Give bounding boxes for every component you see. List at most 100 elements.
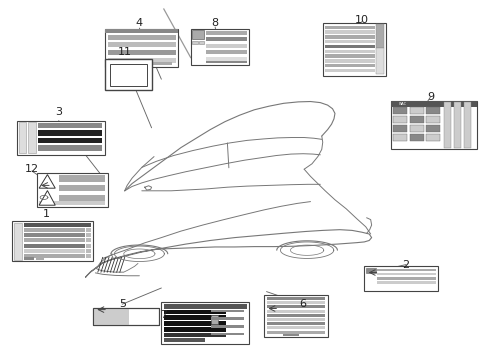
Bar xyxy=(198,41,204,44)
Bar xyxy=(210,333,244,336)
Text: 9: 9 xyxy=(426,92,433,102)
Text: 6: 6 xyxy=(299,299,306,309)
Bar xyxy=(325,69,374,72)
Bar xyxy=(325,54,374,58)
Bar xyxy=(390,101,476,149)
Bar xyxy=(86,238,91,242)
Bar xyxy=(210,317,244,320)
Bar xyxy=(375,24,384,48)
Bar xyxy=(24,249,85,253)
Bar xyxy=(325,40,374,43)
Bar xyxy=(108,58,175,63)
Bar xyxy=(266,322,325,325)
Bar xyxy=(142,62,172,65)
Bar xyxy=(93,308,159,325)
Bar xyxy=(28,122,36,153)
Bar xyxy=(376,273,435,275)
Bar xyxy=(59,195,104,201)
Bar xyxy=(392,107,407,114)
Bar xyxy=(392,116,407,123)
Bar xyxy=(59,175,104,182)
Bar xyxy=(266,327,325,329)
Polygon shape xyxy=(39,190,55,205)
Bar xyxy=(24,254,85,258)
Bar xyxy=(93,308,129,325)
Text: 12: 12 xyxy=(25,164,39,174)
Bar xyxy=(17,121,105,155)
Bar xyxy=(426,107,439,114)
Bar xyxy=(376,281,435,284)
Polygon shape xyxy=(39,175,55,188)
Bar xyxy=(38,130,102,136)
Bar xyxy=(409,125,423,132)
Bar xyxy=(266,305,325,309)
Bar xyxy=(105,29,178,33)
Bar xyxy=(266,314,325,317)
Bar xyxy=(86,233,91,237)
Bar xyxy=(24,244,85,248)
Bar xyxy=(206,61,246,63)
Bar xyxy=(14,223,22,260)
Bar xyxy=(444,102,450,148)
Bar xyxy=(163,327,225,332)
Bar xyxy=(409,107,423,114)
Bar xyxy=(409,134,423,141)
Bar xyxy=(108,35,175,40)
Bar xyxy=(392,125,407,132)
Bar xyxy=(426,125,439,132)
Bar xyxy=(463,102,470,148)
Text: WAC: WAC xyxy=(398,102,407,107)
Text: 8: 8 xyxy=(211,18,218,28)
Bar xyxy=(206,37,246,41)
Bar xyxy=(108,50,175,55)
Bar xyxy=(325,64,374,67)
Bar xyxy=(264,295,327,337)
Bar xyxy=(24,257,34,260)
Bar xyxy=(206,57,246,61)
Text: 2: 2 xyxy=(402,260,408,270)
Bar xyxy=(392,134,407,141)
Bar xyxy=(12,221,93,261)
Bar xyxy=(163,304,246,309)
Bar xyxy=(86,249,91,253)
Bar xyxy=(163,321,225,326)
Text: 7: 7 xyxy=(160,310,167,320)
Bar xyxy=(426,134,439,141)
Bar xyxy=(325,35,374,39)
Bar xyxy=(390,101,476,107)
Bar xyxy=(19,122,26,153)
Bar xyxy=(375,49,384,73)
Bar xyxy=(210,310,244,312)
Bar xyxy=(210,325,244,328)
Text: 11: 11 xyxy=(118,47,131,57)
Bar xyxy=(376,276,435,279)
Bar xyxy=(364,266,437,291)
Bar xyxy=(283,334,299,336)
Bar xyxy=(325,26,374,29)
Bar xyxy=(192,30,204,39)
Text: 5: 5 xyxy=(119,299,125,309)
Bar xyxy=(206,44,246,48)
Bar xyxy=(325,45,374,48)
Bar xyxy=(86,228,91,232)
Bar xyxy=(192,41,198,44)
Bar xyxy=(24,228,85,232)
Bar xyxy=(108,62,138,65)
Bar xyxy=(108,42,175,48)
Bar xyxy=(266,318,325,321)
Bar xyxy=(453,102,460,148)
Bar xyxy=(163,338,205,342)
Bar xyxy=(325,59,374,63)
Bar xyxy=(38,123,102,129)
Bar xyxy=(38,145,102,151)
Text: !: ! xyxy=(46,178,48,183)
Bar xyxy=(37,173,107,207)
Bar xyxy=(325,49,374,53)
Bar xyxy=(24,233,85,237)
Bar xyxy=(110,64,146,86)
Text: 1: 1 xyxy=(43,209,50,219)
Bar xyxy=(266,297,325,300)
Text: 10: 10 xyxy=(354,15,368,25)
Bar xyxy=(163,333,225,337)
Bar xyxy=(426,116,439,123)
